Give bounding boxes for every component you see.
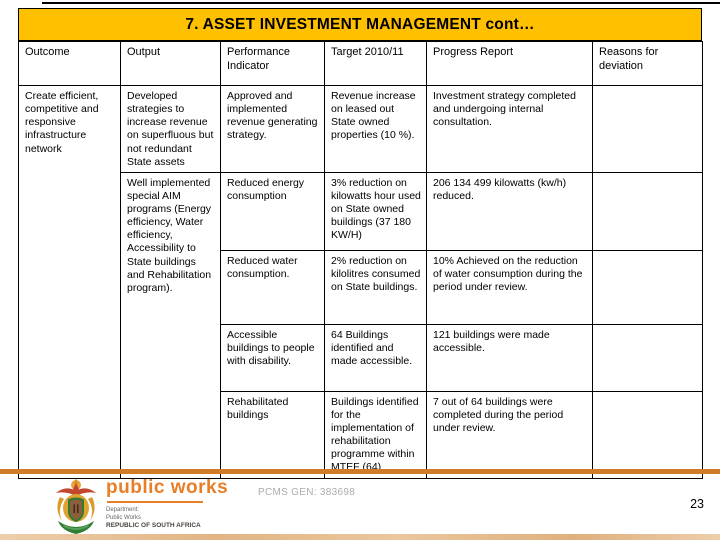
cell-performance-indicator: Approved and implemented revenue generat… bbox=[220, 85, 325, 173]
cell-outcome: Create efficient, competitive and respon… bbox=[18, 85, 121, 479]
cell-performance-indicator: Reduced water consumption. bbox=[220, 249, 325, 325]
page-title: 7. ASSET INVESTMENT MANAGEMENT cont… bbox=[185, 15, 535, 33]
col-header-output: Output bbox=[120, 41, 221, 86]
col-header-reasons-for-deviation: Reasons for deviation bbox=[592, 41, 703, 86]
public-works-logo: public works Department: Public Works RE… bbox=[106, 478, 276, 531]
cell-reasons bbox=[592, 171, 703, 251]
cell-target: 2% reduction on kilolitres consumed on S… bbox=[324, 249, 427, 325]
col-header-progress-report: Progress Report bbox=[426, 41, 593, 86]
table-row: Rehabilitated buildings Buildings identi… bbox=[19, 390, 703, 479]
cell-performance-indicator: Reduced energy consumption bbox=[220, 171, 325, 251]
col-header-target: Target 2010/11 bbox=[324, 41, 427, 86]
logo-department-name: Public Works bbox=[106, 515, 141, 522]
cell-output-2: Well implemented special AIM programs (E… bbox=[120, 171, 221, 479]
logo-country-line: REPUBLIC OF SOUTH AFRICA bbox=[106, 522, 201, 530]
top-divider-line bbox=[42, 2, 720, 4]
logo-wordmark: public works bbox=[106, 477, 229, 498]
page-number: 23 bbox=[690, 497, 704, 511]
cell-progress: 121 buildings were made accessible. bbox=[426, 323, 593, 392]
cell-progress: 7 out of 64 buildings were completed dur… bbox=[426, 390, 593, 479]
cell-target: Buildings identified for the implementat… bbox=[324, 390, 427, 479]
cell-output-1: Developed strategies to increase revenue… bbox=[120, 85, 221, 173]
cell-target: 3% reduction on kilowatts hour used on S… bbox=[324, 171, 427, 251]
table-row: Create efficient, competitive and respon… bbox=[18, 85, 703, 479]
table-row: Reduced water consumption. 2% reduction … bbox=[19, 249, 703, 325]
footer: public works Department: Public Works RE… bbox=[0, 474, 720, 534]
cell-progress: 10% Achieved on the reduction of water c… bbox=[426, 249, 593, 325]
document-code: PCMS GEN: 383698 bbox=[258, 487, 356, 498]
cell-progress: 206 134 499 kilowatts (kw/h) reduced. bbox=[426, 171, 593, 251]
bottom-accent-rule bbox=[0, 469, 720, 474]
cell-reasons bbox=[592, 323, 703, 392]
report-table: Outcome Output Performance Indicator Tar… bbox=[18, 41, 703, 479]
cell-progress: Investment strategy completed and underg… bbox=[426, 85, 593, 173]
cell-reasons bbox=[592, 390, 703, 479]
col-header-performance-indicator: Performance Indicator bbox=[220, 41, 325, 86]
col-header-outcome: Outcome bbox=[18, 41, 121, 86]
cell-target: Revenue increase on leased out State own… bbox=[324, 85, 427, 173]
south-africa-coat-of-arms-icon bbox=[56, 478, 96, 534]
table-row: Accessible buildings to people with disa… bbox=[19, 323, 703, 392]
logo-underline bbox=[107, 501, 203, 503]
cell-reasons bbox=[592, 249, 703, 325]
cell-performance-indicator: Rehabilitated buildings bbox=[220, 390, 325, 479]
cell-reasons bbox=[592, 85, 703, 173]
table-header-row: Outcome Output Performance Indicator Tar… bbox=[18, 41, 703, 86]
logo-department-line: Department: bbox=[106, 507, 140, 513]
table-row: Well implemented special AIM programs (E… bbox=[19, 171, 703, 479]
title-bar: 7. ASSET INVESTMENT MANAGEMENT cont… bbox=[18, 8, 702, 41]
cell-performance-indicator: Accessible buildings to people with disa… bbox=[220, 323, 325, 392]
bottom-decorative-strip bbox=[0, 534, 720, 540]
cell-target: 64 Buildings identified and made accessi… bbox=[324, 323, 427, 392]
